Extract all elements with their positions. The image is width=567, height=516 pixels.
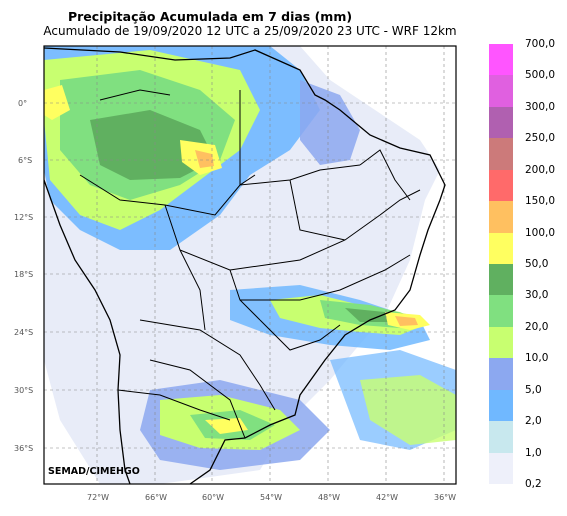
colorbar-swatch [489,326,513,359]
rain-orange-southeast [395,316,418,326]
colorbar-label: 700,0 [525,38,556,50]
colorbar-label: 150,0 [525,195,556,208]
lon-label: 60°W [202,493,224,502]
south-america-coastline [44,47,446,484]
rain-lightgreen-ocean [360,375,456,445]
lon-label: 42°W [376,493,398,502]
colorbar-swatch [489,169,513,202]
lat-label: 0° [18,99,27,108]
colorbar-label: 250,0 [525,132,556,145]
latitude-labels: 0° 6°S 12°S 18°S 24°S 30°S 36°S [14,99,33,453]
rain-yellow-northwest [44,85,70,120]
credit-text: SEMAD/CIMEHGO [48,466,140,477]
longitude-labels: 72°W 66°W 60°W 54°W 48°W 42°W 36°W [87,493,456,502]
colorbar-swatch [489,75,513,108]
lat-label: 6°S [18,156,32,165]
rain-yellow-south [205,418,248,434]
lat-label: 24°S [14,328,33,337]
colorbar-swatch [489,295,513,328]
rain-blue-east [300,80,360,165]
lat-label: 30°S [14,386,33,395]
lon-label: 66°W [145,493,167,502]
colorbar-swatch [489,201,513,234]
colorbar-label: 300,0 [525,100,556,113]
colorbar-label: 5,0 [525,383,542,396]
colorbar-label: 0,2 [525,478,542,490]
colorbar-swatch [489,106,513,139]
colorbar-swatch [489,44,513,76]
colorbar-label: 2,0 [525,415,542,428]
colorbar-swatch [489,389,513,422]
colorbar-swatch [489,421,513,454]
colorbar-label: 10,0 [525,352,549,365]
lon-label: 72°W [87,493,109,502]
lat-label: 12°S [14,213,33,222]
map-subtitle: Acumulado de 19/09/2020 12 UTC a 25/09/2… [43,24,457,38]
colorbar-label: 500,0 [525,69,556,82]
colorbar-label: 200,0 [525,163,556,176]
lat-label: 36°S [14,444,33,453]
lon-label: 36°W [434,493,456,502]
colorbar-swatch [489,232,513,265]
colorbar [489,44,513,485]
map-frame [43,45,457,485]
map-title: Precipitação Acumulada em 7 dias (mm) [67,9,353,24]
colorbar-label: 20,0 [525,320,549,333]
colorbar-swatch [489,358,513,391]
colorbar-label: 50,0 [525,258,549,270]
map-field [44,46,456,484]
rain-orange-amazon [195,150,214,168]
colorbar-swatch [489,264,513,296]
rain-darkgreen-southeast [345,308,395,322]
lon-label: 48°W [318,493,340,502]
lat-label: 18°S [14,270,33,279]
colorbar-label: 1,0 [525,446,542,459]
lon-label: 54°W [260,493,282,502]
political-borders [79,89,421,439]
grid-lines [44,46,456,484]
colorbar-label: 100,0 [525,226,556,239]
colorbar-swatch [489,138,513,171]
colorbar-label: 30,0 [525,289,549,302]
colorbar-swatch [489,452,513,485]
